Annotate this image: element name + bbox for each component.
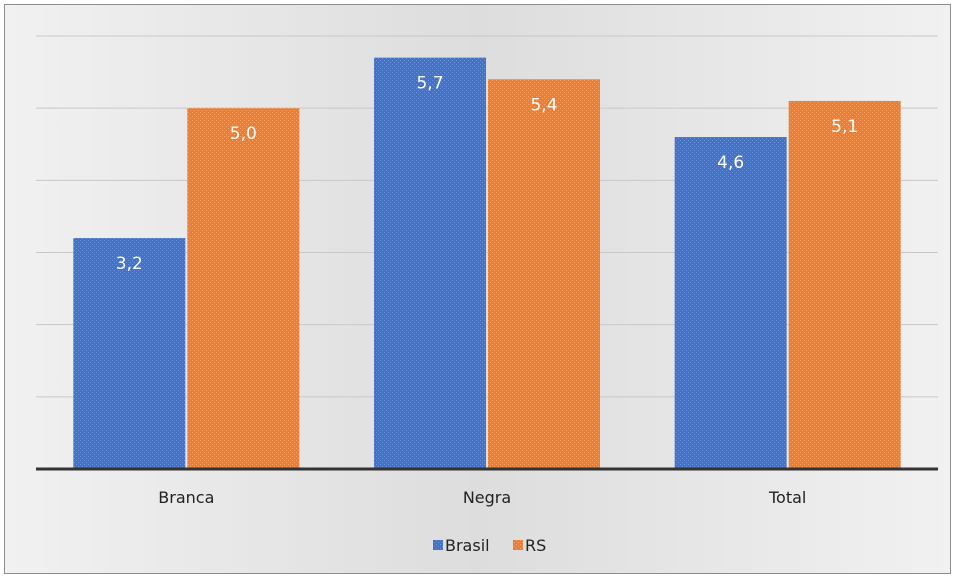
data-label-rs-negra: 5,4 bbox=[530, 95, 557, 115]
x-tick-label-total: Total bbox=[768, 488, 806, 507]
bar-brasil-total bbox=[674, 137, 787, 470]
bar-brasil-negra bbox=[374, 57, 486, 470]
legend-swatch-brasil bbox=[433, 540, 443, 550]
data-label-brasil-branca: 3,2 bbox=[116, 254, 143, 274]
legend-label-brasil: Brasil bbox=[445, 536, 490, 555]
bar-brasil-branca bbox=[73, 238, 186, 469]
bars bbox=[73, 57, 901, 470]
legend: Brasil RS bbox=[433, 536, 546, 555]
data-label-brasil-negra: 5,7 bbox=[416, 74, 443, 94]
data-label-rs-total: 5,1 bbox=[831, 117, 858, 137]
bar-rs-branca bbox=[187, 108, 300, 470]
x-tick-label-negra: Negra bbox=[463, 488, 511, 507]
x-tick-label-branca: Branca bbox=[158, 488, 214, 507]
legend-swatch-rs bbox=[513, 540, 523, 550]
bar-rs-total bbox=[788, 100, 901, 469]
x-tick-labels: Branca Negra Total bbox=[158, 488, 806, 507]
legend-label-rs: RS bbox=[525, 536, 546, 555]
data-label-rs-branca: 5,0 bbox=[230, 124, 257, 144]
gridlines bbox=[36, 35, 938, 398]
data-labels: 3,2 5,0 5,7 5,4 4,6 5,1 bbox=[116, 74, 858, 274]
data-label-brasil-total: 4,6 bbox=[717, 153, 744, 173]
bar-rs-negra bbox=[488, 79, 600, 470]
